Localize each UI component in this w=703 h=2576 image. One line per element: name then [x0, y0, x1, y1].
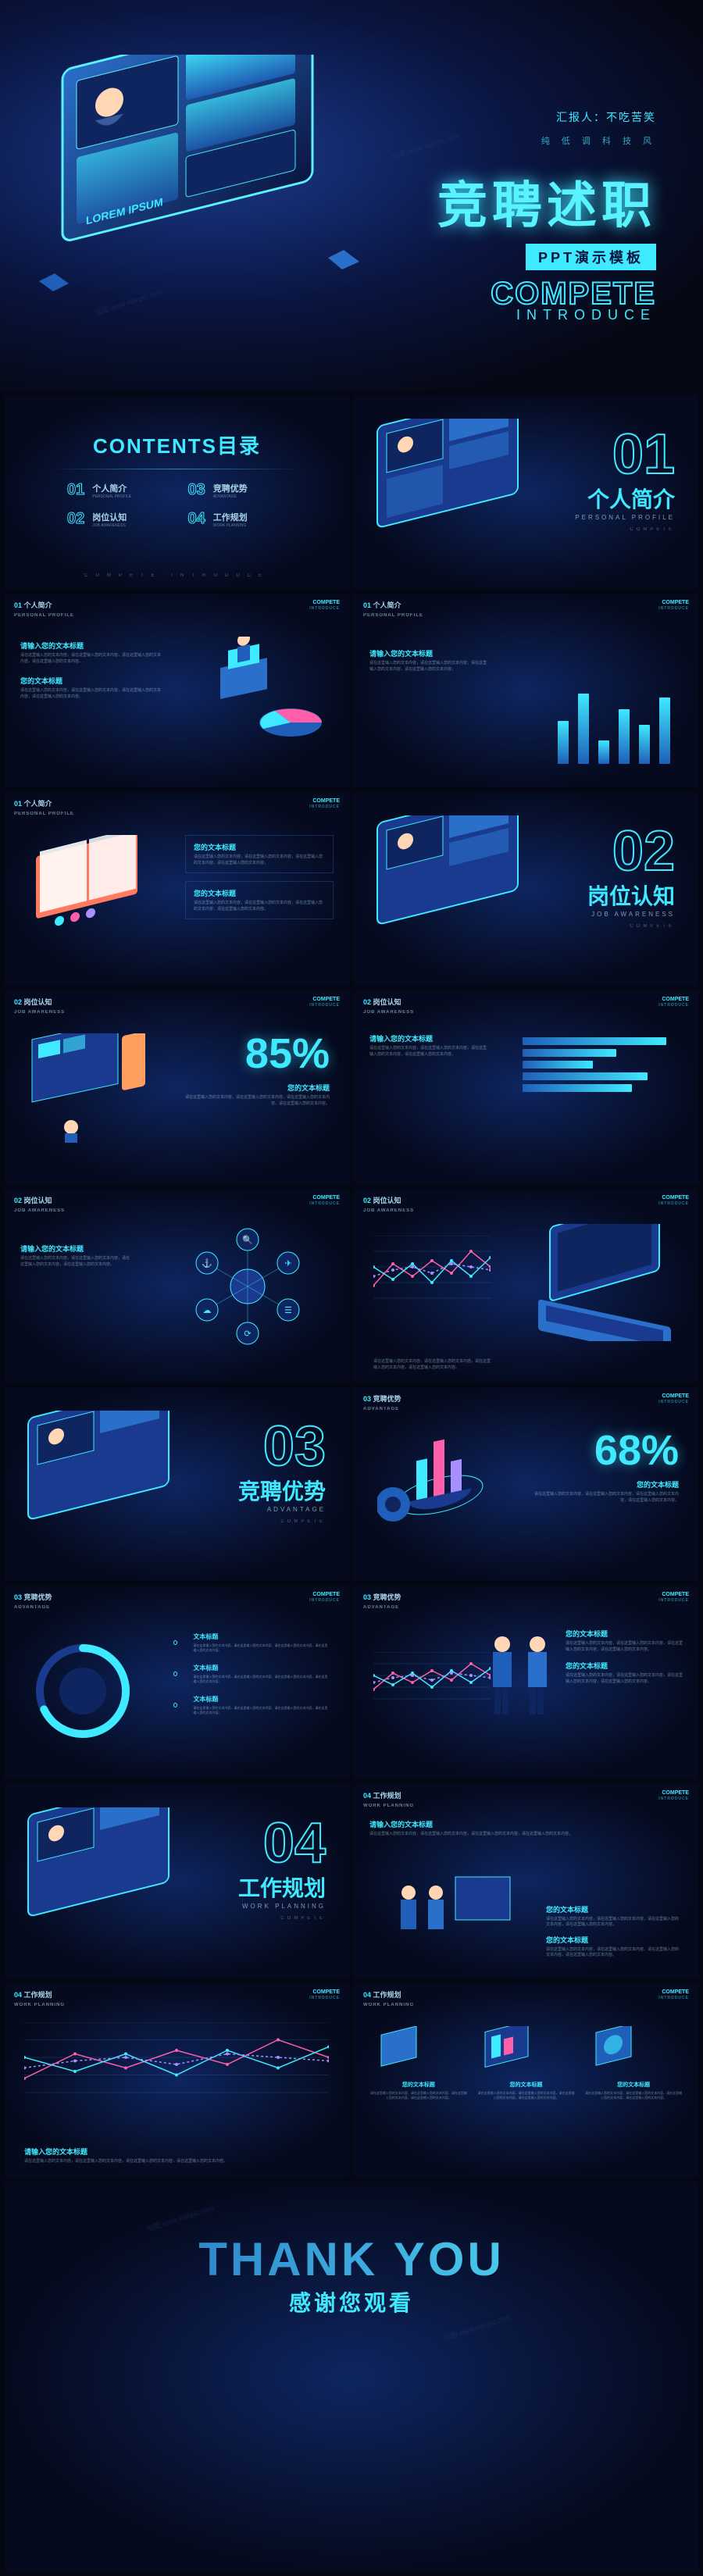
- thank-you-en: THANK YOU: [5, 2232, 698, 2286]
- section-title: 个人简介: [575, 483, 675, 514]
- slide-02-c: 02 岗位认知JOB AWARENESS COMPETEINTRODUCE 请输…: [5, 1189, 349, 1383]
- contents-item: 01个人简介PERSONAL PROFILE: [67, 481, 166, 499]
- two-people-illustration: [479, 1625, 565, 1734]
- slide-grid: CONTENTS目录 01个人简介PERSONAL PROFILE 03竞聘优势A…: [0, 391, 703, 2576]
- slide-section-02: 02 岗位认知 JOB AWARENESS COMPETE: [354, 792, 698, 986]
- slide-03-b: 03 竞聘优势ADVANTAGE COMPETEINTRODUCE 文本标题请在…: [5, 1586, 349, 1779]
- slide-section-01: 01 个人简介 PERSONAL PROFILE COMPETE: [354, 395, 698, 589]
- long-line-chart: [24, 2022, 329, 2108]
- section-sub: PERSONAL PROFILE: [575, 514, 675, 521]
- contents-footer: COMPETE INTRODUCE: [5, 573, 349, 578]
- svg-text:⟳: ⟳: [244, 1329, 251, 1339]
- slide-04-b: 04 工作规划WORK PLANNING COMPETEINTRODUCE 请输…: [5, 1983, 349, 2177]
- contents-en: CONTENTS: [93, 434, 217, 458]
- iso-box-2: [477, 2026, 540, 2081]
- percent-68: 68%: [530, 1426, 679, 1475]
- percent-85: 85%: [181, 1029, 330, 1078]
- thank-you-cn: 感谢您观看: [5, 2286, 698, 2317]
- slide-03-c: 03 竞聘优势ADVANTAGE COMPETEINTRODUCE 您的文本标题…: [354, 1586, 698, 1779]
- iso-box-1: [369, 2026, 432, 2081]
- laptop-illustration: [534, 1224, 683, 1341]
- slide-01-b: 01 个人简介PERSONAL PROFILE COMPETEINTRODUCE…: [354, 594, 698, 787]
- board-person-illustration: [24, 1033, 149, 1143]
- slide-02-a: 02 岗位认知JOB AWARENESS COMPETEINTRODUCE 85…: [5, 990, 349, 1184]
- main-title: 竞聘述职: [437, 166, 656, 237]
- vertical-bar-chart: [553, 670, 675, 764]
- svg-text:☰: ☰: [284, 1306, 292, 1315]
- gear-cylinder-chart: [377, 1430, 502, 1532]
- line-chart: [373, 1236, 491, 1306]
- section-c: COMPETE: [575, 527, 675, 532]
- slide-02-b: 02 岗位认知JOB AWARENESS COMPETEINTRODUCE 请输…: [354, 990, 698, 1184]
- slide-02-d: 02 岗位认知JOB AWARENESS COMPETEINTRODUCE 请在…: [354, 1189, 698, 1383]
- contents-item: 02岗位认知JOB AWARENESS: [67, 510, 166, 528]
- slide-01-a: 01 个人简介PERSONAL PROFILE COMPETEINTRODUCE…: [5, 594, 349, 787]
- slide-01-c: 01 个人简介PERSONAL PROFILE COMPETEINTRODUCE…: [5, 792, 349, 986]
- section-number: 01: [575, 426, 675, 483]
- contents-item: 03竞聘优势ADVANTAGE: [188, 481, 287, 499]
- people-board-illustration: [385, 1869, 518, 1963]
- style-tag: 纯 低 调 科 技 风: [437, 134, 656, 147]
- podium-pie-illustration: [197, 637, 330, 746]
- radial-icon-diagram: 🔍 ✈ ☰ ⟳ ☁ ⚓: [170, 1220, 326, 1353]
- arc-gauge: [24, 1629, 141, 1738]
- iso-box-3: [584, 2026, 647, 2081]
- slide-04-c: 04 工作规划WORK PLANNING COMPETEINTRODUCE 您的…: [354, 1983, 698, 2177]
- line-chart-2: [373, 1652, 491, 1707]
- contents-cn: 目录: [217, 434, 261, 458]
- horizontal-bar-chart: [523, 1033, 679, 1096]
- reporter: 汇报人：不吃苦笑: [437, 109, 656, 125]
- book-illustration: [28, 835, 153, 937]
- subtitle: PPT演示模板: [526, 244, 656, 270]
- svg-text:🔍: 🔍: [242, 1234, 253, 1245]
- introduce-en: INTRODUCE: [437, 307, 656, 323]
- monitor-illustration: LOREM IPSUM: [31, 55, 359, 305]
- svg-text:✈: ✈: [284, 1259, 291, 1268]
- slide-04-a: 04 工作规划WORK PLANNING COMPETEINTRODUCE 请输…: [354, 1784, 698, 1978]
- slide-thanks: THANK YOU 感谢您观看 仙图 www.xianpic.com 仙图 ww…: [5, 2182, 698, 2572]
- slide-03-a: 03 竞聘优势ADVANTAGE COMPETEINTRODUCE 68% 您的…: [354, 1387, 698, 1581]
- svg-text:⚓: ⚓: [202, 1258, 212, 1268]
- slide-section-03: 03 竞聘优势 ADVANTAGE COMPETE: [5, 1387, 349, 1581]
- cover-slide: LOREM IPSUM 仙图 www.xianpic.com 仙图 www.xi…: [0, 0, 703, 391]
- svg-text:☁: ☁: [203, 1306, 212, 1315]
- contents-item: 04工作规划WORK PLANNING: [188, 510, 287, 528]
- slide-contents: CONTENTS目录 01个人简介PERSONAL PROFILE 03竞聘优势A…: [5, 395, 349, 589]
- slide-section-04: 04 工作规划 WORK PLANNING COMPETE: [5, 1784, 349, 1978]
- cover-title-block: 汇报人：不吃苦笑 纯 低 调 科 技 风 竞聘述职 PPT演示模板 COMPET…: [437, 109, 656, 323]
